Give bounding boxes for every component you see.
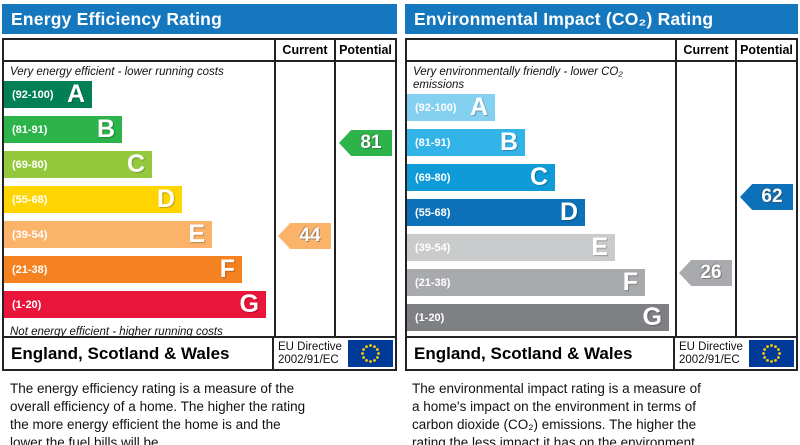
potential-column: 81 xyxy=(334,62,395,336)
environmental-rating-description: The environmental impact rating is a mea… xyxy=(412,381,701,445)
eu-directive-label: EU Directive 2002/91/EC xyxy=(278,340,342,366)
band-letter: E xyxy=(591,233,608,261)
current-rating-value: 44 xyxy=(299,225,321,246)
band-row-e: (39-54) E xyxy=(407,234,615,261)
band-row-b: (81-91) B xyxy=(407,129,525,156)
band-area: Very environmentally friendly - lower CO… xyxy=(407,62,675,336)
band-range: (92-100) xyxy=(415,101,457,114)
column-header-current: Current xyxy=(675,40,735,60)
band-letter: D xyxy=(156,185,175,213)
directive-cell: EU Directive 2002/91/EC xyxy=(272,338,395,369)
band-range: (55-68) xyxy=(415,206,451,219)
current-rating-value: 26 xyxy=(700,262,722,283)
band-letter: E xyxy=(188,220,205,248)
bottom-caption: Not energy efficient - higher running co… xyxy=(10,326,223,336)
bands: (92-100) A (81-91) B (69-80) C (55-68) D xyxy=(4,81,274,318)
band-letter: A xyxy=(66,80,85,108)
band-row-b: (81-91) B xyxy=(4,116,122,143)
band-letter: A xyxy=(469,93,488,121)
footer-row: England, Scotland & Wales EU Directive 2… xyxy=(407,336,796,369)
band-row-g: (1-20) G xyxy=(4,291,266,318)
region-label: England, Scotland & Wales xyxy=(414,344,633,363)
column-header-potential: Potential xyxy=(735,40,796,60)
current-column: 26 xyxy=(675,62,735,336)
band-row-c: (69-80) C xyxy=(407,164,555,191)
band-letter: G xyxy=(642,303,662,331)
chart-title: Environmental Impact (CO₂) Rating xyxy=(405,4,798,34)
band-letter: F xyxy=(622,268,638,296)
band-range: (69-80) xyxy=(415,171,451,184)
eu-flag-icon xyxy=(348,340,393,367)
band-range: (81-91) xyxy=(12,123,48,136)
potential-rating-value: 81 xyxy=(360,132,382,153)
energy-rating-description: The energy efficiency rating is a measur… xyxy=(10,381,306,445)
eu-directive-label: EU Directive 2002/91/EC xyxy=(679,340,743,366)
directive-cell: EU Directive 2002/91/EC xyxy=(673,338,796,369)
band-range: (92-100) xyxy=(12,88,54,101)
band-letter: C xyxy=(529,163,548,191)
band-row-e: (39-54) E xyxy=(4,221,212,248)
band-range: (55-68) xyxy=(12,193,48,206)
band-area: Very energy efficient - lower running co… xyxy=(4,62,274,336)
bands: (92-100) A (81-91) B (69-80) C (55-68) D xyxy=(407,94,675,331)
top-caption: Very energy efficient - lower running co… xyxy=(10,66,224,78)
footer-row: England, Scotland & Wales EU Directive 2… xyxy=(4,336,395,369)
band-range: (81-91) xyxy=(415,136,451,149)
band-letter: B xyxy=(96,115,115,143)
column-header-current: Current xyxy=(274,40,334,60)
band-row-f: (21-38) F xyxy=(4,256,242,283)
rating-body: Very energy efficient - lower running co… xyxy=(4,62,395,336)
rating-table: Current Potential Very environmentally f… xyxy=(405,38,798,371)
potential-rating-arrow: 62 xyxy=(740,184,793,210)
band-row-a: (92-100) A xyxy=(4,81,92,108)
potential-rating-value: 62 xyxy=(761,186,783,207)
band-row-f: (21-38) F xyxy=(407,269,645,296)
region-label: England, Scotland & Wales xyxy=(11,344,230,363)
band-range: (69-80) xyxy=(12,158,48,171)
band-letter: B xyxy=(499,128,518,156)
chart-title: Energy Efficiency Rating xyxy=(2,4,397,34)
column-header-row: Current Potential xyxy=(407,40,796,62)
current-rating-arrow: 26 xyxy=(679,260,732,286)
band-range: (39-54) xyxy=(415,241,451,254)
band-row-c: (69-80) C xyxy=(4,151,152,178)
band-letter: C xyxy=(126,150,145,178)
rating-body: Very environmentally friendly - lower CO… xyxy=(407,62,796,336)
band-letter: F xyxy=(219,255,235,283)
band-row-g: (1-20) G xyxy=(407,304,669,331)
band-letter: D xyxy=(559,198,578,226)
column-header-potential: Potential xyxy=(334,40,395,60)
epc-environmental-impact-chart: Environmental Impact (CO₂) Rating Curren… xyxy=(405,4,798,371)
rating-table: Current Potential Very energy efficient … xyxy=(2,38,397,371)
band-row-d: (55-68) D xyxy=(407,199,585,226)
band-letter: G xyxy=(239,290,259,318)
eu-flag-icon xyxy=(749,340,794,367)
band-range: (21-38) xyxy=(12,263,48,276)
current-rating-arrow: 44 xyxy=(278,223,331,249)
potential-rating-arrow: 81 xyxy=(339,130,392,156)
epc-energy-efficiency-chart: Energy Efficiency Rating Current Potenti… xyxy=(2,4,397,371)
column-header-row: Current Potential xyxy=(4,40,395,62)
potential-column: 62 xyxy=(735,62,796,336)
top-caption: Very environmentally friendly - lower CO… xyxy=(413,66,623,91)
band-row-d: (55-68) D xyxy=(4,186,182,213)
band-row-a: (92-100) A xyxy=(407,94,495,121)
band-range: (1-20) xyxy=(12,298,42,311)
current-column: 44 xyxy=(274,62,334,336)
band-range: (1-20) xyxy=(415,311,445,324)
band-range: (39-54) xyxy=(12,228,48,241)
band-range: (21-38) xyxy=(415,276,451,289)
